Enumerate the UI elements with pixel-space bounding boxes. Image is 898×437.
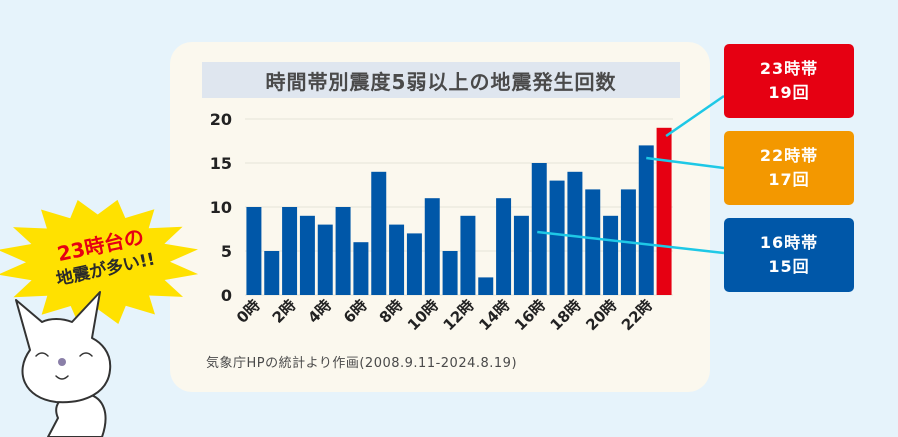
bar-16時 (531, 163, 547, 295)
leader-22h (646, 156, 725, 170)
bar-5時 (335, 207, 351, 295)
cat-head (15, 291, 112, 404)
callout-23h-count: 19回 (768, 83, 810, 102)
callout-16h: 16時帯 15回 (724, 218, 854, 292)
bar-8時 (389, 224, 405, 295)
chart-title: 時間帯別震度5弱以上の地震発生回数 (202, 62, 680, 98)
bar-2時 (282, 207, 298, 295)
y-tick-label: 0 (221, 286, 232, 305)
callout-23h: 23時帯 19回 (724, 44, 854, 118)
cat-eye-left (35, 352, 49, 357)
bar-19時 (585, 189, 601, 295)
y-tick-label: 10 (210, 198, 232, 217)
bar-12時 (460, 215, 476, 295)
callout-22h: 22時帯 17回 (724, 131, 854, 205)
bars (246, 127, 672, 295)
gridlines (245, 118, 673, 296)
y-tick-label: 20 (210, 110, 232, 129)
callout-22h-label: 22時帯 (759, 146, 819, 165)
callout-16h-label: 16時帯 (759, 233, 819, 252)
cat-nose (58, 358, 66, 366)
callout-16h-count: 15回 (768, 257, 810, 276)
cat-eye-right (79, 352, 93, 357)
leader-23h (665, 94, 725, 138)
y-tick-label: 5 (221, 242, 232, 261)
y-tick-label: 15 (210, 154, 232, 173)
bar-3時 (299, 215, 315, 295)
bar-14時 (496, 198, 512, 295)
bar-9時 (406, 233, 422, 295)
bar-6時 (353, 242, 369, 295)
y-axis-ticks: 0 5 10 15 20 (210, 110, 232, 305)
callout-23h-label: 23時帯 (759, 59, 819, 78)
callout-leader-lines (537, 94, 725, 255)
bar-10時 (424, 198, 440, 295)
bar-11時 (442, 251, 458, 295)
bar-1時 (264, 251, 280, 295)
bar-17時 (549, 180, 565, 295)
bar-7時 (371, 171, 387, 295)
bar-20時 (603, 215, 619, 295)
bar-18時 (567, 171, 583, 295)
cat-mouth (55, 375, 69, 380)
starburst-shape (0, 199, 199, 325)
bar-23時 (656, 127, 672, 295)
bar-4時 (317, 224, 333, 295)
bar-13時 (478, 277, 494, 295)
callout-22h-count: 17回 (768, 170, 810, 189)
bar-22時 (638, 145, 654, 295)
source-note: 気象庁HPの統計より作画(2008.9.11-2024.8.19) (206, 356, 518, 371)
bar-15時 (513, 215, 529, 295)
bar-0時 (246, 207, 262, 295)
leader-16h (537, 230, 725, 255)
